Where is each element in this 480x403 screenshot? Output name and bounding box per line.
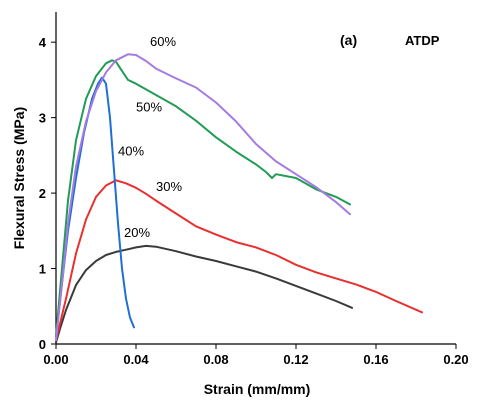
y-tick-label: 1: [39, 262, 46, 277]
y-axis-title: Flexural Stress (MPa): [11, 107, 27, 249]
sample-label: ATDP: [405, 33, 440, 48]
series-label: 30%: [156, 179, 182, 194]
series-lines: [55, 53, 423, 344]
x-axis-title: Strain (mm/mm): [204, 381, 311, 397]
series-label: 60%: [150, 34, 176, 49]
x-tick-label: 0.16: [363, 352, 388, 367]
y-tick-label: 3: [39, 111, 46, 126]
x-ticks: 0.00 0.04 0.08 0.12 0.16 0.20: [43, 344, 469, 367]
plot-area: 0.00 0.04 0.08 0.12 0.16 0.20 0 1 2 3 4 60% 50% 40%…: [39, 12, 469, 367]
series-label: 20%: [124, 225, 150, 240]
series-line-40pct: [55, 76, 135, 338]
series-label: 40%: [118, 143, 144, 158]
x-tick-label: 0.04: [123, 352, 149, 367]
series-line-50pct: [55, 59, 351, 338]
panel-label: (a): [340, 32, 357, 48]
series-label: 50%: [136, 100, 162, 115]
series-line-60pct: [55, 53, 351, 342]
series-annotations: 60% 50% 40% 30% 20%: [118, 34, 182, 240]
series-line-20pct: [55, 244, 353, 344]
series-line-30pct: [55, 179, 423, 342]
x-tick-label: 0.20: [443, 352, 468, 367]
y-ticks: 0 1 2 3 4: [39, 35, 56, 352]
x-tick-label: 0.08: [203, 352, 228, 367]
x-tick-label: 0.00: [43, 352, 68, 367]
y-tick-label: 2: [39, 186, 46, 201]
x-tick-label: 0.12: [283, 352, 308, 367]
y-tick-label: 0: [39, 337, 46, 352]
y-tick-label: 4: [39, 35, 47, 50]
